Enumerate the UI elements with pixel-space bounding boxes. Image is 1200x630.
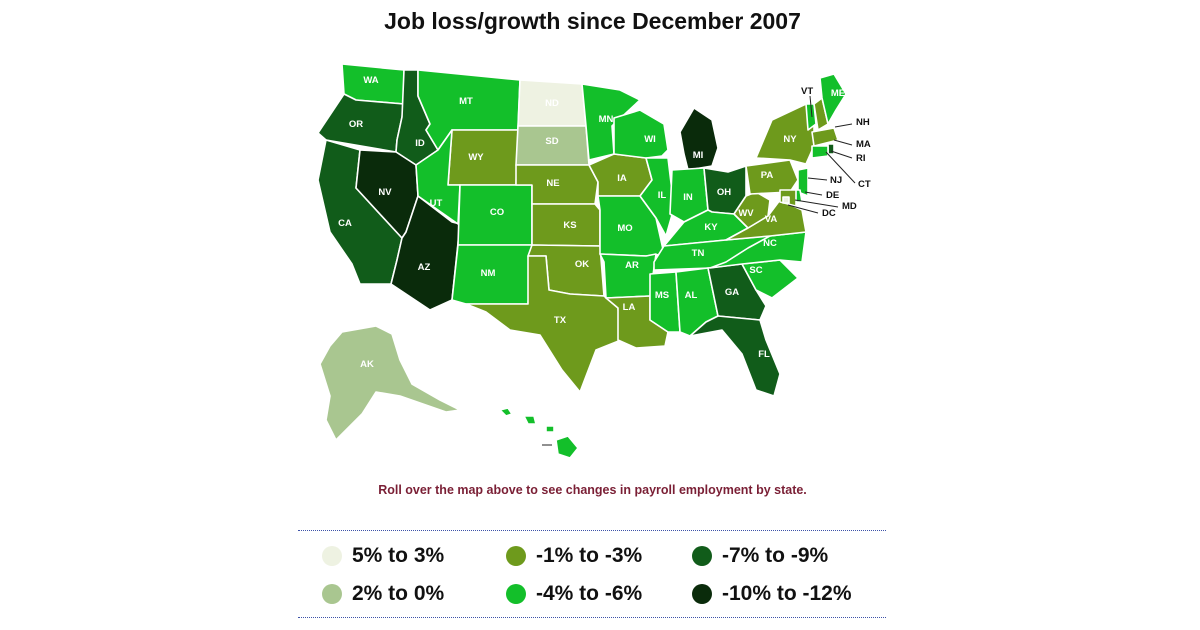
state-label-ma: MA — [856, 139, 871, 150]
state-ks[interactable] — [531, 203, 601, 247]
state-ia[interactable] — [588, 153, 653, 197]
state-sd[interactable] — [515, 125, 590, 166]
legend-top-rule — [298, 530, 886, 531]
state-fl[interactable] — [689, 315, 781, 397]
state-nd[interactable] — [517, 79, 587, 127]
state-ak[interactable] — [319, 325, 461, 441]
legend-label: 5% to 3% — [352, 544, 445, 567]
state-ct[interactable] — [811, 145, 829, 159]
state-ri[interactable] — [827, 143, 835, 155]
legend-swatch — [322, 584, 342, 604]
state-me[interactable] — [819, 73, 847, 125]
state-nc[interactable] — [709, 231, 807, 269]
state-mi[interactable] — [679, 107, 719, 171]
state-mn[interactable] — [581, 83, 641, 161]
rollover-instruction: Roll over the map above to see changes i… — [378, 483, 807, 497]
state-ar[interactable] — [599, 253, 657, 299]
state-label-dc: DC — [822, 208, 836, 219]
legend-item-4: -7% to -9% — [692, 544, 828, 568]
legend-label: -7% to -9% — [722, 544, 829, 567]
legend-label: 2% to 0% — [352, 582, 445, 605]
legend-swatch — [322, 546, 342, 566]
state-label-hi: HI — [530, 438, 540, 449]
state-label-md: MD — [842, 201, 857, 212]
state-label-ct: CT — [858, 179, 871, 190]
us-map: WAORCAIDNVAZMTWYUTCONMNDSDNEKSOKTXMNIAMO… — [317, 63, 871, 459]
state-ut[interactable] — [415, 129, 461, 225]
map-title: Job loss/growth since December 2007 — [384, 8, 801, 34]
state-tx[interactable] — [465, 255, 622, 393]
state-label-nh: NH — [856, 117, 870, 128]
state-nj[interactable] — [797, 167, 809, 197]
legend-item-0: 5% to 3% — [322, 544, 444, 568]
state-ms[interactable] — [649, 271, 681, 333]
legend-swatch — [506, 584, 526, 604]
state-label-de: DE — [826, 190, 839, 201]
state-ny[interactable] — [755, 103, 815, 165]
state-ma[interactable] — [811, 127, 839, 147]
legend-swatch — [692, 584, 712, 604]
legend-swatch — [692, 546, 712, 566]
legend-swatch — [506, 546, 526, 566]
state-hi[interactable] — [499, 407, 579, 459]
legend-item-5: -10% to -12% — [692, 582, 852, 606]
state-pa[interactable] — [745, 159, 799, 195]
legend-item-2: -1% to -3% — [506, 544, 642, 568]
state-az[interactable] — [390, 195, 461, 311]
state-nm[interactable] — [451, 244, 533, 305]
state-co[interactable] — [457, 184, 533, 246]
state-wi[interactable] — [613, 109, 669, 159]
legend-label: -4% to -6% — [536, 582, 643, 605]
legend-bottom-rule — [298, 617, 886, 618]
legend-label: -10% to -12% — [722, 582, 852, 605]
state-label-vt: VT — [801, 86, 813, 97]
state-wy[interactable] — [447, 129, 519, 186]
legend-label: -1% to -3% — [536, 544, 643, 567]
state-dc[interactable] — [782, 196, 790, 204]
state-wv[interactable] — [733, 191, 771, 229]
state-label-ri: RI — [856, 153, 866, 164]
state-label-nj: NJ — [830, 175, 842, 186]
legend-item-1: 2% to 0% — [322, 582, 444, 606]
state-il[interactable] — [639, 157, 675, 237]
legend-item-3: -4% to -6% — [506, 582, 642, 606]
state-vt[interactable] — [805, 103, 817, 131]
